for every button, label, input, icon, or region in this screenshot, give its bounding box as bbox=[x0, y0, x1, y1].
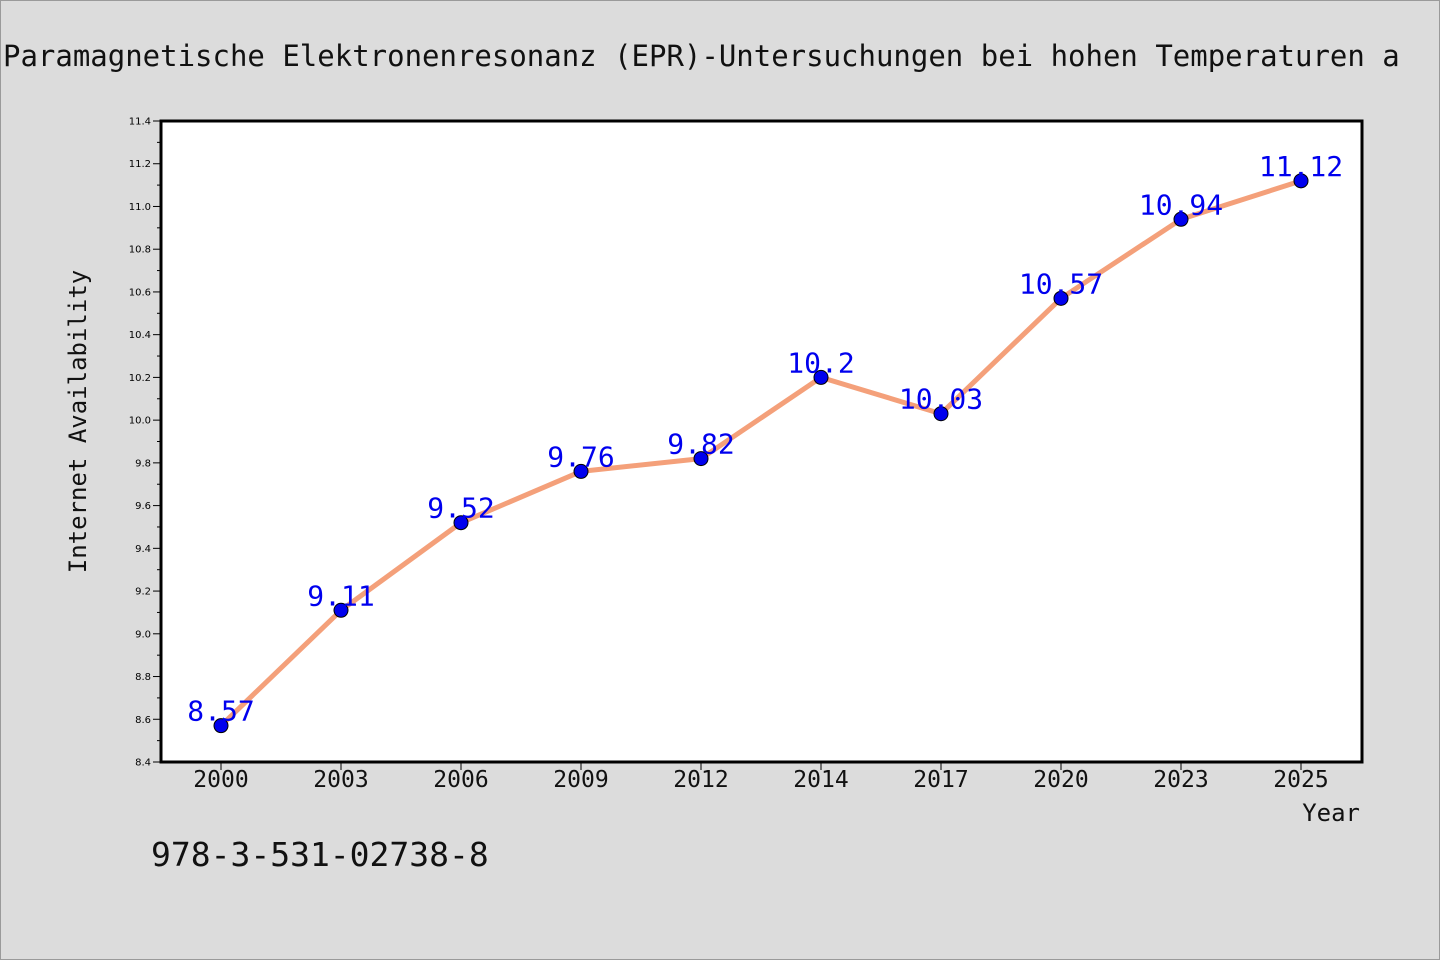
data-point bbox=[573, 463, 589, 479]
chart-title: Paramagnetische Elektronenresonanz (EPR)… bbox=[3, 39, 1400, 73]
data-label: 10.57 bbox=[1019, 267, 1103, 300]
y-tick-label: 10.0 bbox=[129, 416, 151, 427]
x-tick-label: 2003 bbox=[313, 767, 368, 793]
x-tick-label: 2023 bbox=[1153, 767, 1208, 793]
y-tick-label: 9.6 bbox=[135, 501, 151, 512]
x-tick-label: 2012 bbox=[673, 767, 728, 793]
plot-area bbox=[159, 119, 1364, 764]
y-tick-label: 11.4 bbox=[129, 117, 151, 128]
y-tick-label: 9.8 bbox=[135, 458, 151, 469]
x-tick-label: 2025 bbox=[1273, 767, 1328, 793]
data-point bbox=[1173, 211, 1189, 227]
x-tick-label: 2017 bbox=[913, 767, 968, 793]
data-label: 11.12 bbox=[1259, 150, 1343, 183]
data-point bbox=[693, 451, 709, 467]
data-label: 10.94 bbox=[1139, 188, 1223, 221]
x-tick-label: 2000 bbox=[193, 767, 248, 793]
data-label: 10.2 bbox=[787, 346, 854, 379]
y-tick-label: 9.2 bbox=[135, 587, 151, 598]
data-point bbox=[933, 406, 949, 422]
data-label: 8.57 bbox=[187, 695, 254, 728]
data-point bbox=[1293, 173, 1309, 189]
isbn-label: 978-3-531-02738-8 bbox=[151, 835, 489, 874]
y-axis-label: Internet Availability bbox=[64, 270, 92, 573]
series-polyline bbox=[218, 178, 1304, 729]
x-tick-label: 2014 bbox=[793, 767, 848, 793]
y-tick-label: 8.4 bbox=[135, 758, 151, 769]
y-tick-label: 11.0 bbox=[129, 202, 151, 213]
data-label: 9.52 bbox=[427, 492, 494, 525]
data-point bbox=[333, 602, 349, 618]
series-line bbox=[213, 173, 1309, 734]
data-point bbox=[813, 369, 829, 385]
y-tick-label: 10.2 bbox=[129, 373, 151, 384]
y-tick-label: 9.4 bbox=[135, 544, 151, 555]
y-tick-label: 9.0 bbox=[135, 629, 151, 640]
y-tick-label: 8.8 bbox=[135, 672, 151, 683]
x-axis: 2000 2003 2006 2009 2012 2014 2017 2020 2023 2025 bbox=[193, 762, 1329, 793]
data-label: 9.76 bbox=[547, 440, 614, 473]
x-tick-label: 2009 bbox=[553, 767, 608, 793]
x-axis-label: Year bbox=[1302, 799, 1360, 827]
y-tick-label: 11.2 bbox=[129, 159, 151, 170]
y-axis: 8.4 8.6 8.8 9.0 9.2 9.4 9.6 9.8 10.0 10.2 10.4 10.6… bbox=[129, 117, 161, 769]
y-tick-label: 8.6 bbox=[135, 715, 151, 726]
data-point bbox=[213, 718, 229, 734]
data-point bbox=[1053, 290, 1069, 306]
y-tick-label: 10.6 bbox=[129, 287, 151, 298]
data-label: 10.03 bbox=[899, 383, 983, 416]
data-point bbox=[453, 515, 469, 531]
y-tick-label: 10.4 bbox=[129, 330, 151, 341]
x-tick-label: 2020 bbox=[1033, 767, 1088, 793]
y-tick-label: 10.8 bbox=[129, 245, 151, 256]
x-tick-label: 2006 bbox=[433, 767, 488, 793]
data-label: 9.11 bbox=[307, 579, 374, 612]
data-labels: 8.57 9.11 9.52 9.76 9.82 10.2 10.03 10.57 10.94 1… bbox=[187, 150, 1343, 728]
data-label: 9.82 bbox=[667, 428, 734, 461]
